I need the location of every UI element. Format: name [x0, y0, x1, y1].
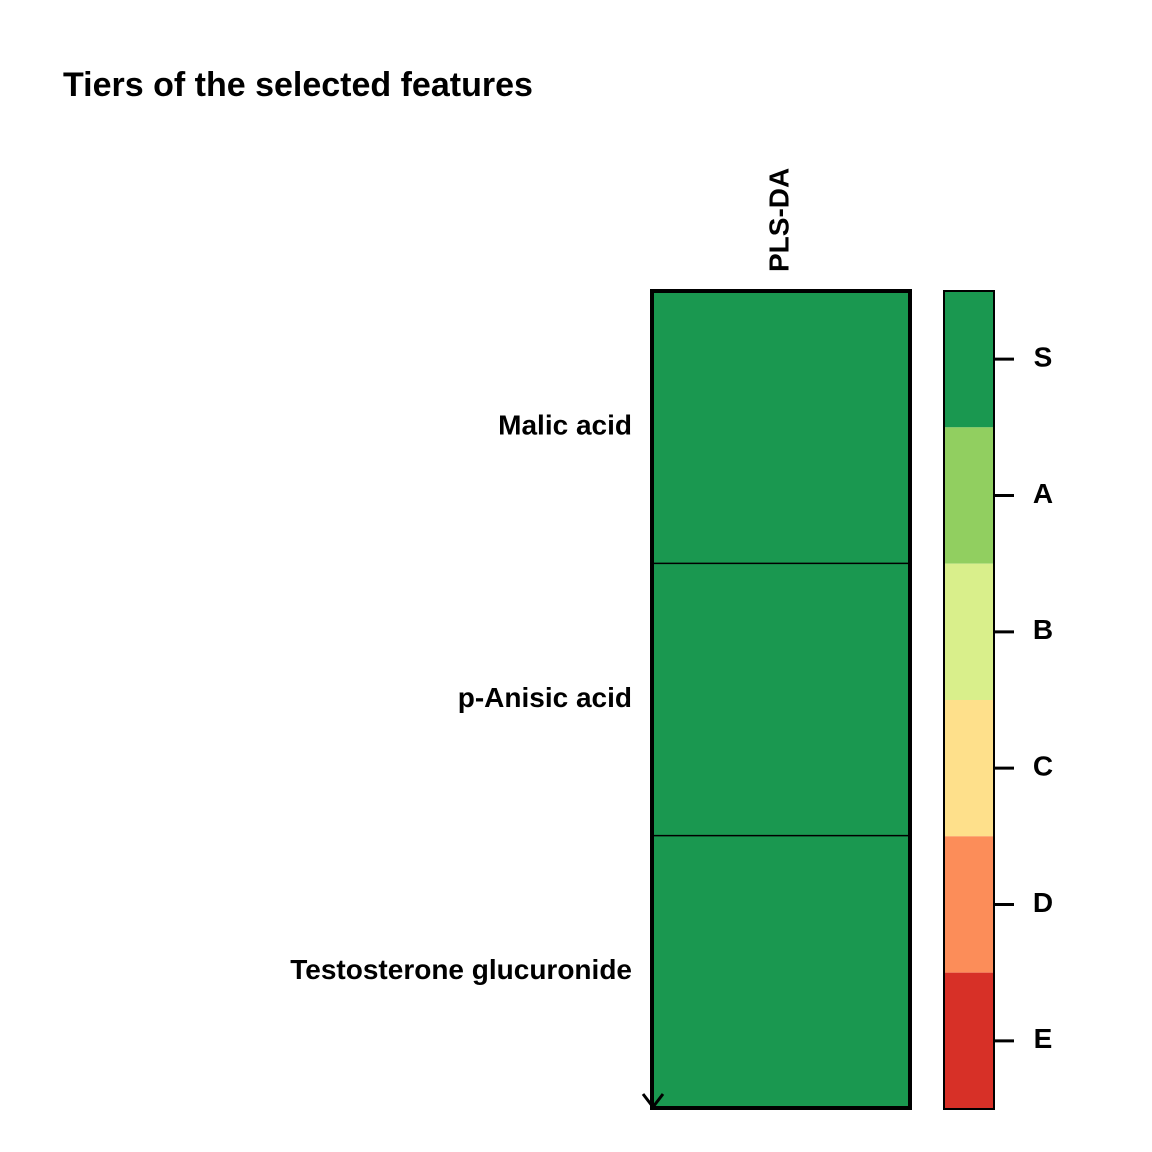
legend-swatch-b — [944, 563, 994, 700]
legend-tier-label: C — [1033, 751, 1053, 782]
heatmap-body: Malic acid p-Anisic acid Testosterone gluc… — [290, 168, 912, 1110]
heatmap-cell — [652, 291, 910, 564]
row-label: p-Anisic acid — [458, 682, 632, 713]
legend-tier-label: S — [1034, 342, 1053, 373]
heatmap-border — [650, 289, 912, 1110]
legend-tier-label: A — [1033, 478, 1053, 509]
legend-tier-label: E — [1034, 1023, 1053, 1054]
sort-arrow-icon — [641, 1093, 665, 1110]
legend-tier-label: B — [1033, 614, 1053, 645]
heatmap-cell — [652, 563, 910, 836]
legend-swatch-s — [944, 291, 994, 428]
chart-title: Tiers of the selected features — [63, 66, 533, 104]
legend-swatch-a — [944, 427, 994, 564]
heatmap-cell — [652, 835, 910, 1108]
column-label: PLS-DA — [763, 168, 794, 272]
row-label: Testosterone glucuronide — [290, 954, 632, 985]
legend-swatch-d — [944, 836, 994, 973]
legend-tier-label: D — [1033, 887, 1053, 918]
legend-border — [943, 290, 995, 1110]
tier-legend: S A B C D E — [943, 290, 1053, 1110]
legend-swatch-e — [944, 972, 994, 1109]
legend-swatch-c — [944, 700, 994, 837]
row-label: Malic acid — [498, 410, 632, 441]
